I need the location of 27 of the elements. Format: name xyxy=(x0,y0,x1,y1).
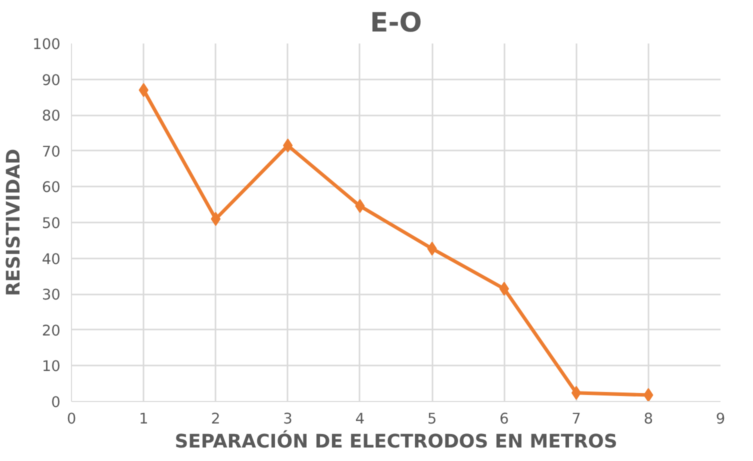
x-axis-title: SEPARACIÓN DE ELECTRODOS EN METROS xyxy=(174,430,618,452)
y-tick-label: 100 xyxy=(32,36,61,53)
x-tick-label: 4 xyxy=(355,410,365,428)
y-tick-label: 70 xyxy=(42,143,61,160)
x-tick-label: 9 xyxy=(716,410,726,428)
x-tick-label: 6 xyxy=(500,410,509,428)
chart-title: E-O xyxy=(370,8,422,38)
y-tick-label: 90 xyxy=(42,72,61,89)
x-tick-label: 8 xyxy=(644,410,654,428)
y-tick-label: 0 xyxy=(51,394,61,411)
x-tick-label: 3 xyxy=(283,410,292,428)
y-tick-label: 40 xyxy=(42,250,61,268)
y-tick-label: 10 xyxy=(42,358,61,376)
x-tick-label: 1 xyxy=(138,410,148,428)
point xyxy=(571,386,582,400)
x-tick-label: 5 xyxy=(427,410,437,428)
y-tick-label: 50 xyxy=(42,215,61,232)
x-tick-label: 2 xyxy=(211,410,220,428)
y-tick-label: 60 xyxy=(42,179,61,196)
point xyxy=(210,212,221,226)
y-tick-label: 80 xyxy=(42,108,61,125)
point xyxy=(644,388,654,402)
y-axis-title: RESISTIVIDAD xyxy=(4,148,25,296)
y-tick-label: 30 xyxy=(42,286,61,304)
y-tick-label: 20 xyxy=(42,322,61,340)
x-tick-label: 7 xyxy=(572,410,581,428)
x-tick-label: 0 xyxy=(66,410,76,428)
